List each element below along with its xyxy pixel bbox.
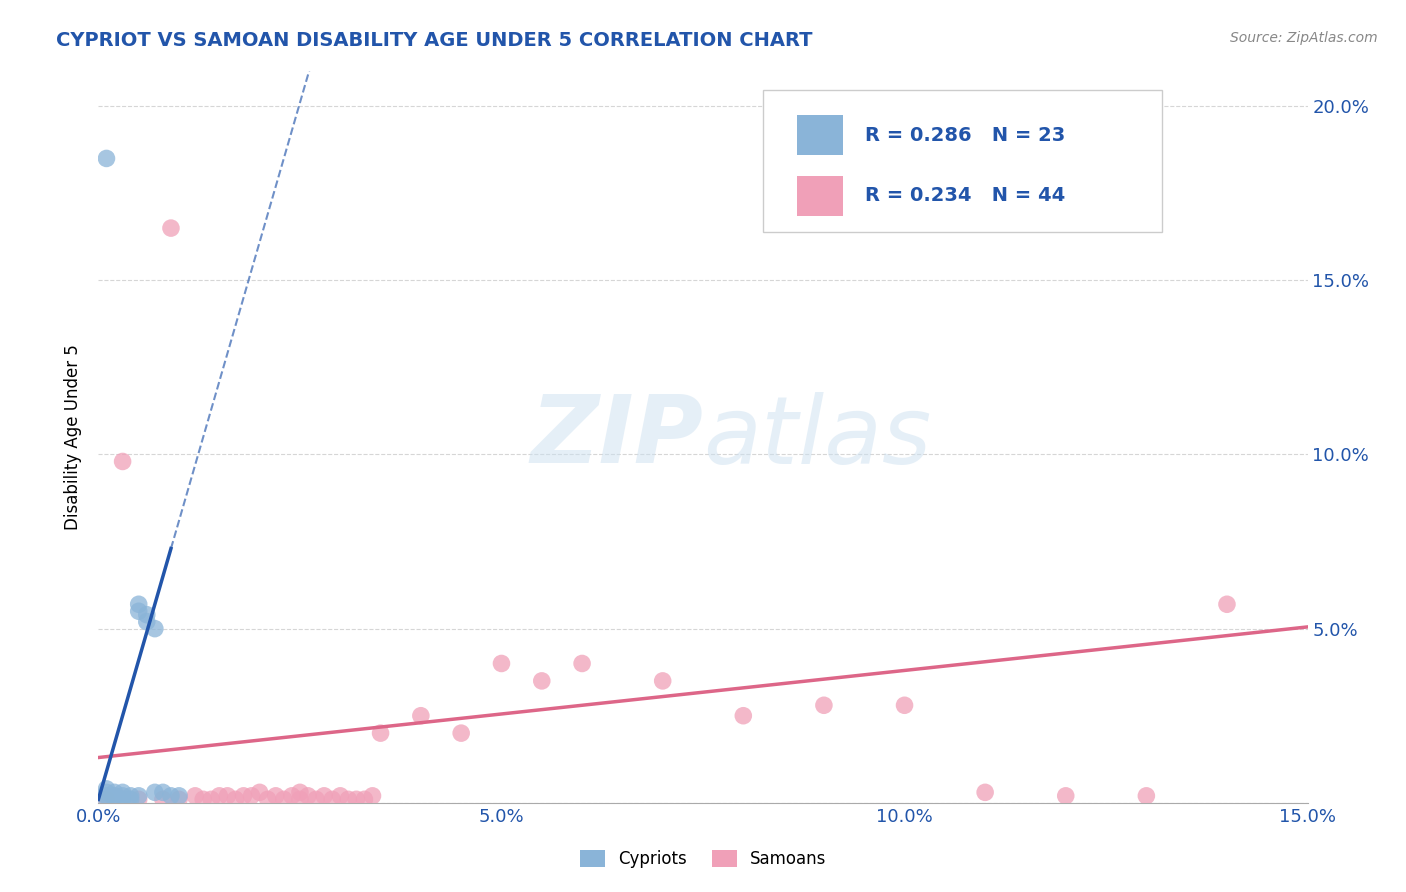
Point — [1054, 789, 1077, 803]
Point — [733, 708, 755, 723]
Legend: Cypriots, Samoans: Cypriots, Samoans — [572, 844, 834, 875]
Point — [256, 792, 278, 806]
Point — [974, 785, 997, 799]
FancyBboxPatch shape — [797, 115, 844, 155]
Y-axis label: Disability Age Under 5: Disability Age Under 5 — [65, 344, 83, 530]
Point — [96, 792, 118, 806]
Point — [314, 789, 336, 803]
Point — [281, 789, 304, 803]
Point — [1216, 597, 1239, 611]
Point — [152, 792, 174, 806]
Point — [96, 785, 118, 799]
Point — [208, 789, 231, 803]
Point — [409, 708, 432, 723]
Point — [103, 785, 125, 799]
Text: R = 0.234   N = 44: R = 0.234 N = 44 — [865, 186, 1066, 205]
Text: R = 0.286   N = 23: R = 0.286 N = 23 — [865, 126, 1066, 145]
Point — [651, 673, 673, 688]
Point — [353, 792, 375, 806]
Point — [128, 604, 150, 618]
Point — [305, 792, 328, 806]
Point — [167, 789, 190, 803]
Point — [111, 789, 134, 803]
Text: atlas: atlas — [703, 392, 931, 483]
Point — [232, 789, 254, 803]
Text: Source: ZipAtlas.com: Source: ZipAtlas.com — [1230, 31, 1378, 45]
Point — [143, 785, 166, 799]
Point — [160, 221, 183, 235]
Point — [193, 792, 215, 806]
Point — [240, 789, 263, 803]
Point — [370, 726, 392, 740]
Point — [96, 152, 118, 166]
Point — [571, 657, 593, 671]
Point — [200, 792, 222, 806]
Point — [450, 726, 472, 740]
Point — [329, 789, 352, 803]
Point — [111, 792, 134, 806]
Point — [813, 698, 835, 713]
Point — [111, 785, 134, 799]
Point — [288, 792, 311, 806]
Point — [160, 789, 183, 803]
Point — [288, 785, 311, 799]
Point — [297, 789, 319, 803]
Text: CYPRIOT VS SAMOAN DISABILITY AGE UNDER 5 CORRELATION CHART: CYPRIOT VS SAMOAN DISABILITY AGE UNDER 5… — [56, 31, 813, 50]
Point — [249, 785, 271, 799]
FancyBboxPatch shape — [763, 90, 1163, 232]
Point — [167, 792, 190, 806]
FancyBboxPatch shape — [797, 176, 844, 216]
Point — [96, 781, 118, 796]
Point — [96, 792, 118, 806]
Point — [96, 789, 118, 803]
Point — [128, 597, 150, 611]
Point — [344, 792, 367, 806]
Point — [893, 698, 915, 713]
Point — [120, 789, 142, 803]
Point — [491, 657, 513, 671]
Point — [1135, 789, 1157, 803]
Point — [128, 792, 150, 806]
Point — [273, 792, 295, 806]
Point — [128, 789, 150, 803]
Point — [152, 785, 174, 799]
Point — [264, 789, 287, 803]
Point — [120, 792, 142, 806]
Point — [135, 607, 157, 622]
Point — [111, 454, 134, 468]
Point — [103, 792, 125, 806]
Text: ZIP: ZIP — [530, 391, 703, 483]
Point — [143, 622, 166, 636]
Point — [321, 792, 343, 806]
Point — [337, 792, 360, 806]
Point — [217, 789, 239, 803]
Point — [361, 789, 384, 803]
Point — [530, 673, 553, 688]
Point — [224, 792, 246, 806]
Point — [135, 615, 157, 629]
Point — [103, 789, 125, 803]
Point — [184, 789, 207, 803]
